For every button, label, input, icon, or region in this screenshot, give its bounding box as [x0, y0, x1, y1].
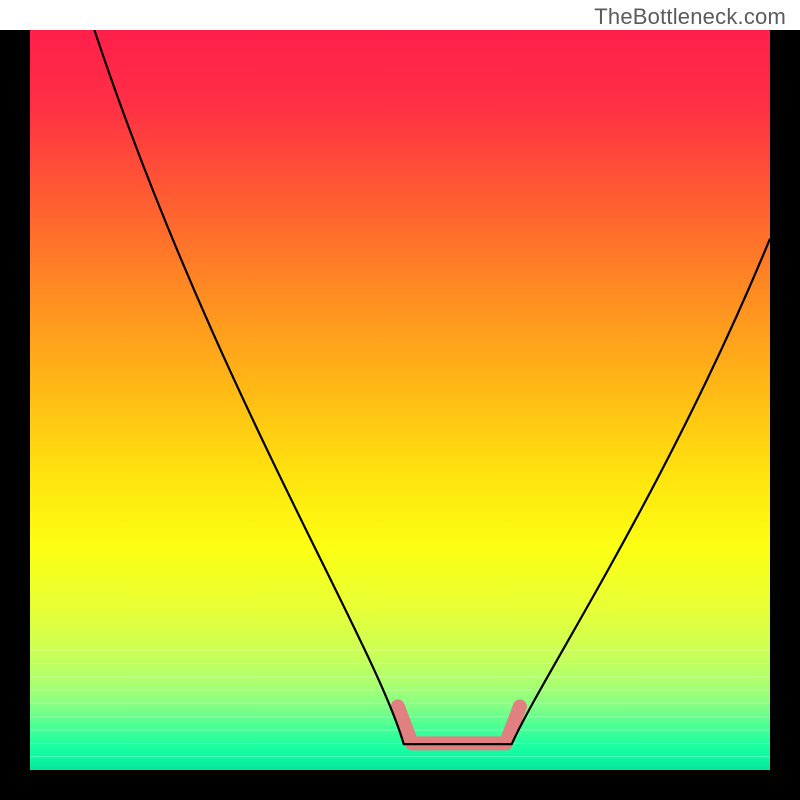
- bottleneck-chart: TheBottleneck.com: [0, 0, 800, 800]
- chart-svg: [0, 0, 800, 800]
- watermark-text: TheBottleneck.com: [594, 4, 786, 30]
